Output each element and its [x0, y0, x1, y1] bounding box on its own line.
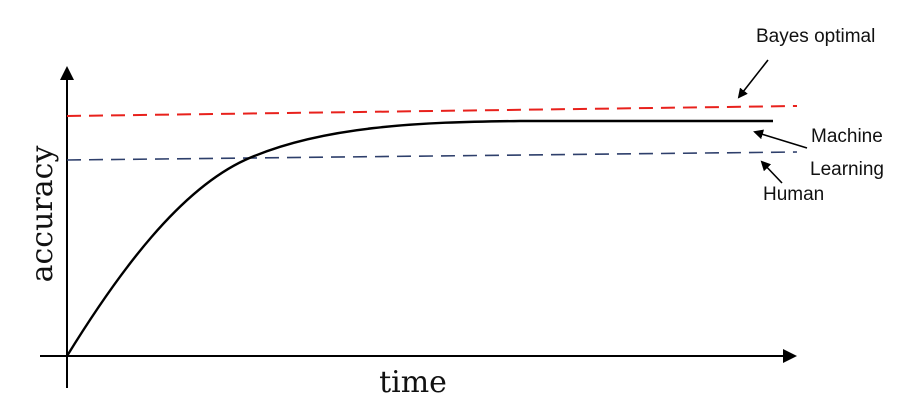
- machine-label-line1: Machine: [811, 126, 883, 147]
- bayes-optimal-line: [66, 105, 798, 117]
- human-level-line: [66, 151, 798, 161]
- machine-learning-pointer-arrow: [753, 129, 808, 149]
- y-axis-label: accuracy: [25, 146, 60, 283]
- bayes-optimal-label: Bayes optimal: [756, 26, 875, 47]
- bayes-pointer-arrow: [737, 59, 769, 99]
- machine-label-line2: Learning: [810, 159, 884, 180]
- x-axis-label: time: [379, 365, 447, 400]
- machine-learning-curve: [65, 119, 773, 357]
- human-pointer-arrow: [760, 160, 783, 184]
- human-label: Human: [763, 184, 824, 205]
